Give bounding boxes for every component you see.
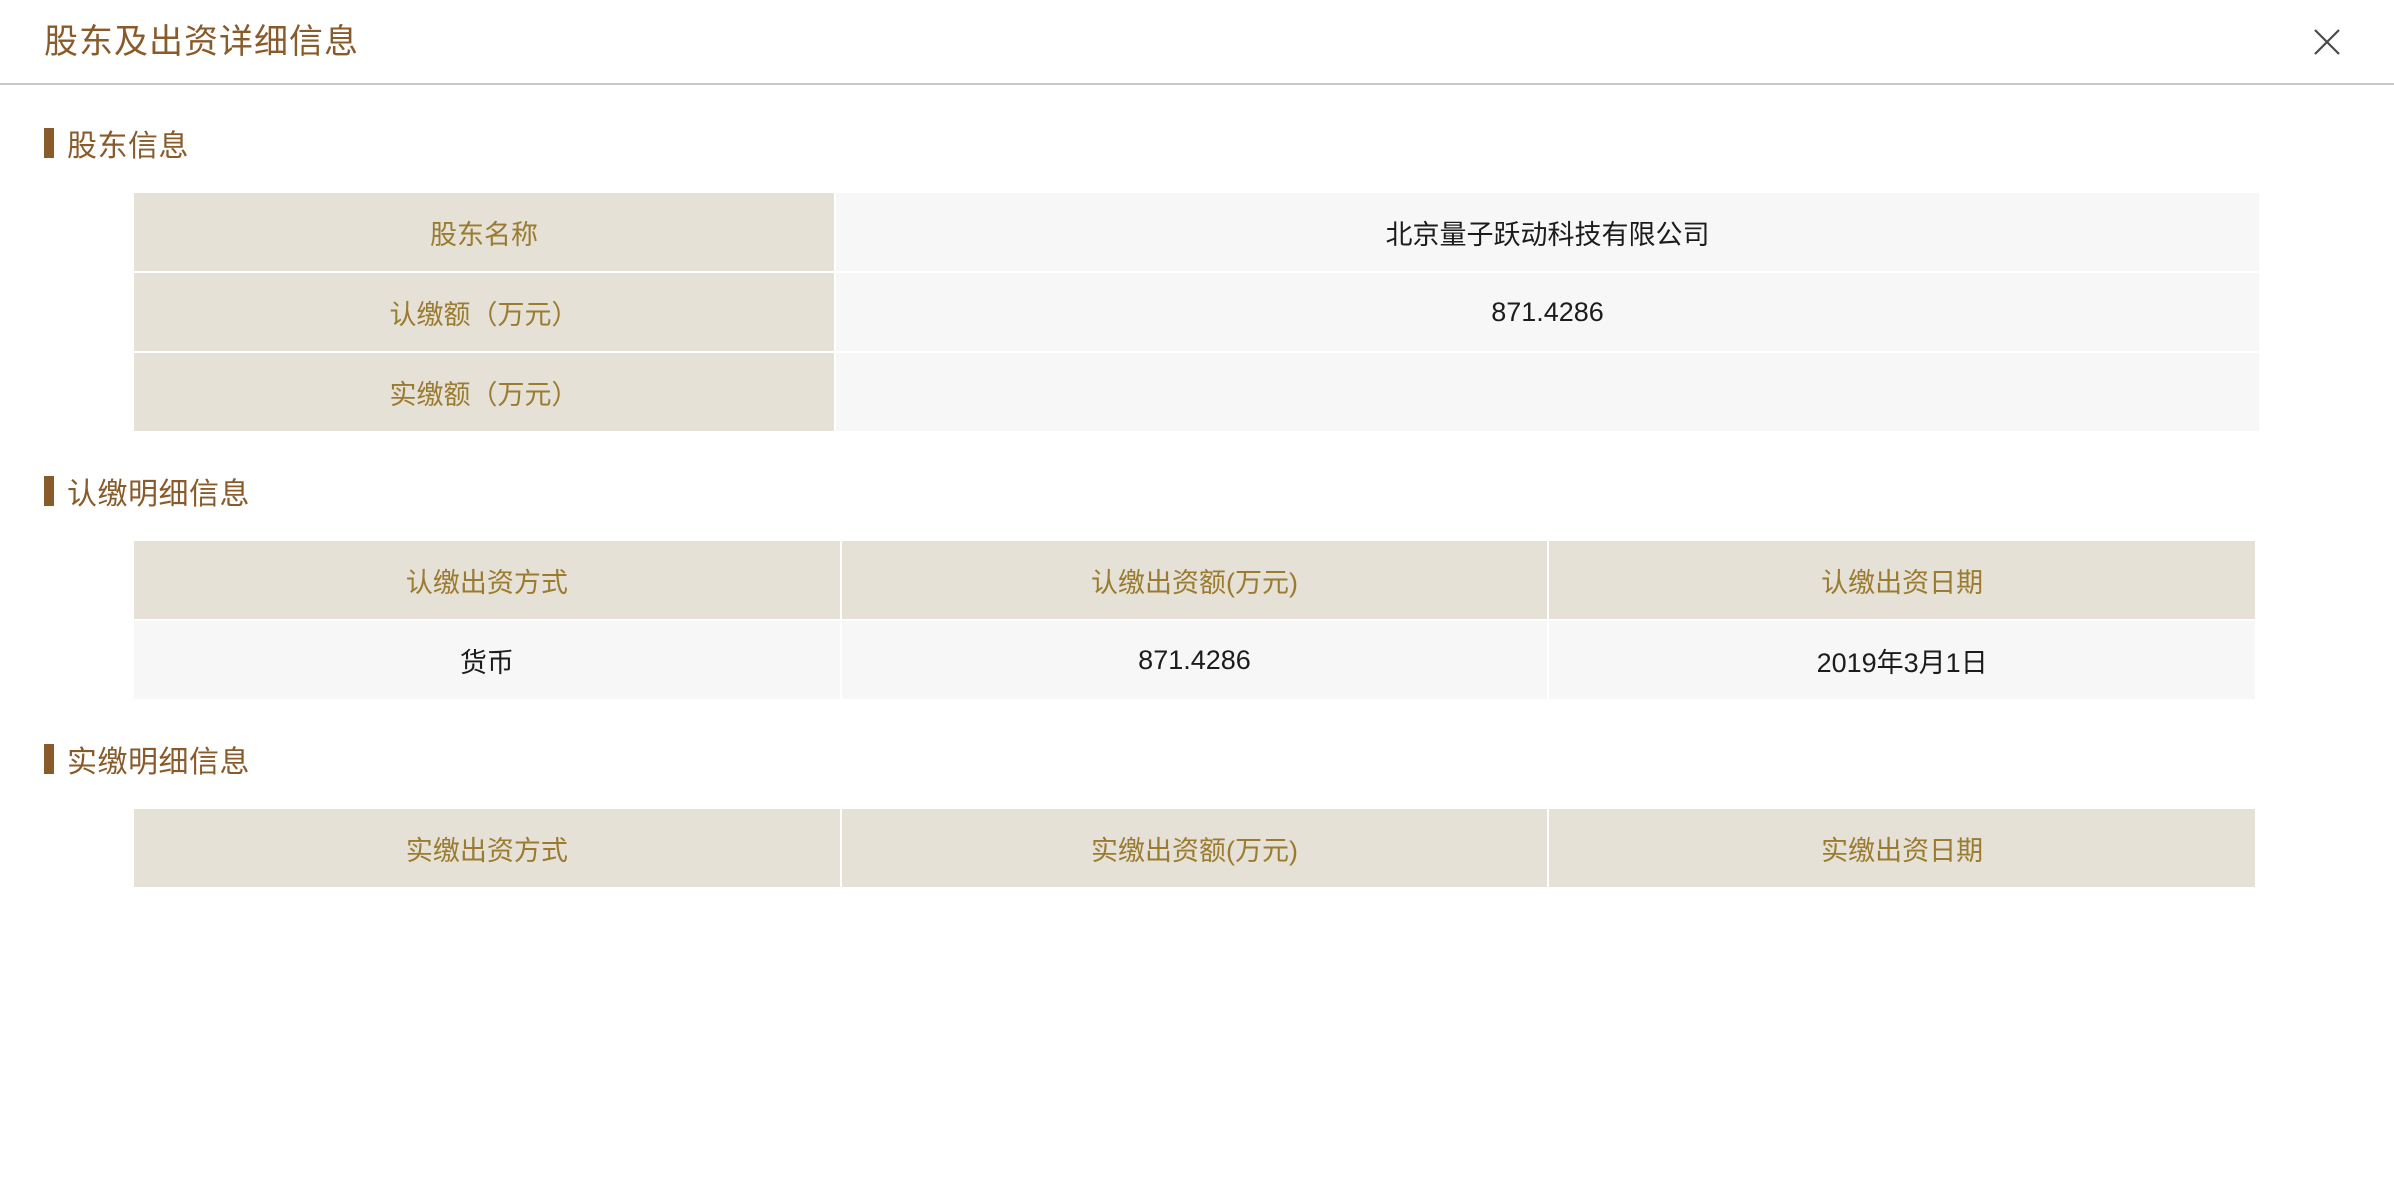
cell-amount: 871.4286 xyxy=(841,621,1548,699)
row-label: 股东名称 xyxy=(134,193,834,271)
section-heading-label: 股东信息 xyxy=(67,130,189,163)
section-heading-shareholder-info: 股东信息 xyxy=(44,121,2350,165)
column-header: 实缴出资额(万元) xyxy=(841,809,1548,887)
column-header: 认缴出资方式 xyxy=(134,541,840,619)
section-heading-label: 认缴明细信息 xyxy=(67,478,250,511)
section-heading-paid-detail: 实缴明细信息 xyxy=(44,737,2350,781)
row-label: 认缴额（万元） xyxy=(134,273,834,351)
section-heading-subscribed-detail: 认缴明细信息 xyxy=(44,469,2350,513)
cell-method: 货币 xyxy=(134,621,840,699)
section-heading-label: 实缴明细信息 xyxy=(67,746,250,779)
table-header-row: 认缴出资方式 认缴出资额(万元) 认缴出资日期 xyxy=(134,541,2255,619)
section-bullet-icon xyxy=(44,476,54,506)
row-label: 实缴额（万元） xyxy=(134,353,834,431)
row-value: 北京量子跃动科技有限公司 xyxy=(836,193,2259,271)
column-header: 实缴出资日期 xyxy=(1549,809,2255,887)
paid-detail-table: 实缴出资方式 实缴出资额(万元) 实缴出资日期 xyxy=(132,807,2257,889)
close-icon-glyph xyxy=(2314,28,2340,55)
subscribed-detail-table: 认缴出资方式 认缴出资额(万元) 认缴出资日期 货币 871.4286 2019… xyxy=(132,539,2257,701)
section-paid-detail: 实缴明细信息 实缴出资方式 实缴出资额(万元) 实缴出资日期 xyxy=(44,737,2350,889)
table-header-row: 实缴出资方式 实缴出资额(万元) 实缴出资日期 xyxy=(134,809,2255,887)
column-header: 认缴出资额(万元) xyxy=(841,541,1548,619)
row-value xyxy=(836,353,2259,431)
modal-header: 股东及出资详细信息 xyxy=(0,0,2394,85)
column-header: 实缴出资方式 xyxy=(134,809,840,887)
shareholder-info-table: 股东名称 北京量子跃动科技有限公司 认缴额（万元） 871.4286 实缴额（万… xyxy=(132,191,2261,433)
close-icon[interactable] xyxy=(2304,19,2350,65)
section-subscribed-detail: 认缴明细信息 认缴出资方式 认缴出资额(万元) 认缴出资日期 货币 871.42… xyxy=(44,469,2350,701)
table-row: 股东名称 北京量子跃动科技有限公司 xyxy=(134,193,2259,271)
section-bullet-icon xyxy=(44,744,54,774)
row-value: 871.4286 xyxy=(836,273,2259,351)
table-row: 认缴额（万元） 871.4286 xyxy=(134,273,2259,351)
modal-body: 股东信息 股东名称 北京量子跃动科技有限公司 认缴额（万元） 871.4286 … xyxy=(0,85,2394,1194)
page-title: 股东及出资详细信息 xyxy=(44,22,359,61)
section-shareholder-info: 股东信息 股东名称 北京量子跃动科技有限公司 认缴额（万元） 871.4286 … xyxy=(44,121,2350,433)
cell-date: 2019年3月1日 xyxy=(1549,621,2255,699)
column-header: 认缴出资日期 xyxy=(1549,541,2255,619)
section-bullet-icon xyxy=(44,128,54,158)
table-row: 货币 871.4286 2019年3月1日 xyxy=(134,621,2255,699)
table-row: 实缴额（万元） xyxy=(134,353,2259,431)
